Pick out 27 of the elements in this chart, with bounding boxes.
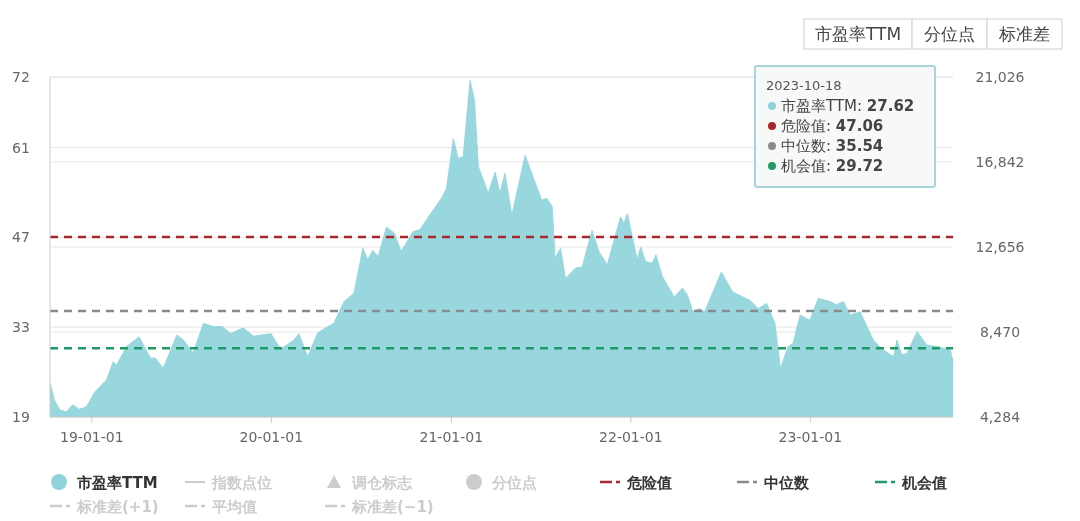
y-tick-label: 47 <box>12 229 30 246</box>
legend-label: 市盈率TTM <box>76 474 158 492</box>
y-tick-label: 61 <box>12 139 30 156</box>
legend-label: 中位数 <box>764 474 810 492</box>
annotation: 中位数: 35.54 <box>781 137 884 155</box>
annotation: 机会值: 29.72 <box>781 157 884 175</box>
x-tick-label: 22-01-01 <box>599 429 663 445</box>
x-tick-label: 19-01-01 <box>60 429 124 445</box>
y2-tick-label: 21,026 <box>975 69 1025 85</box>
annotation: 2023-10-18 <box>766 78 842 93</box>
toggle-button: 分位点 <box>911 18 988 50</box>
y-tick-label: 72 <box>12 69 30 85</box>
y2-tick-label: 12,656 <box>975 238 1025 255</box>
x-tick-label: 21-01-01 <box>419 429 484 445</box>
annotation: 危险值: 47.06 <box>781 117 884 135</box>
toggle-button: 标准差 <box>986 18 1063 50</box>
toggle-button: 市盈率TTM <box>803 18 913 50</box>
x-tick-label: 23-01-01 <box>778 429 843 445</box>
y-tick-label: 33 <box>12 319 30 336</box>
annotation: 市盈率TTM: 27.62 <box>781 97 915 115</box>
y2-tick-label: 8,470 <box>979 323 1021 340</box>
y2-tick-label: 4,284 <box>979 409 1021 425</box>
x-tick-label: 20-01-01 <box>239 429 304 445</box>
y-tick-label: 19 <box>12 409 30 425</box>
y2-tick-label: 16,842 <box>975 153 1025 170</box>
legend-label: 危险值 <box>626 474 672 492</box>
legend-label: 机会值 <box>901 474 947 492</box>
